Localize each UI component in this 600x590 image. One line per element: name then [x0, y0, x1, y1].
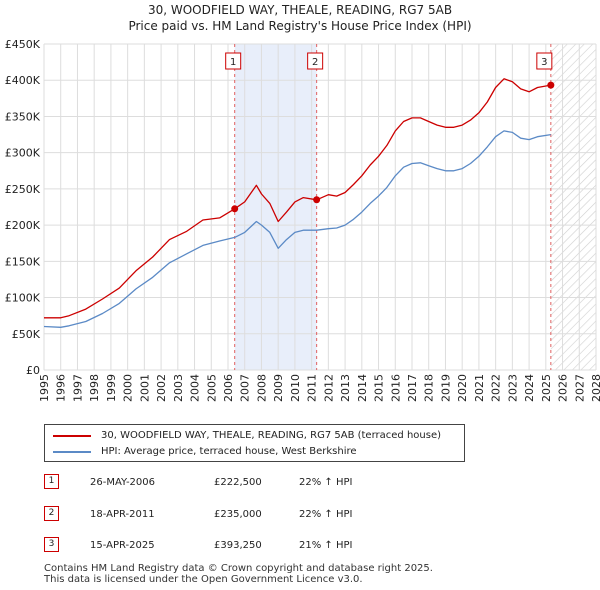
y-tick-label: £200K — [5, 219, 41, 232]
x-tick-label: 2015 — [373, 374, 386, 402]
x-tick-label: 2007 — [239, 374, 252, 402]
legend-label-hpi: HPI: Average price, terraced house, West… — [101, 446, 357, 457]
x-tick-label: 2008 — [255, 374, 268, 402]
x-tick-label: 2022 — [490, 374, 503, 402]
sale-number: 3 — [44, 537, 59, 552]
x-tick-label: 2002 — [155, 374, 168, 402]
x-tick-label: 2018 — [423, 374, 436, 402]
x-tick-label: 1997 — [71, 374, 84, 402]
x-tick-label: 2024 — [523, 374, 536, 402]
chart-subtitle: Price paid vs. HM Land Registry's House … — [128, 19, 472, 33]
sale-2-label: 2 — [312, 57, 318, 68]
x-tick-label: 2023 — [506, 374, 519, 402]
x-tick-label: 2003 — [172, 374, 185, 402]
y-tick-label: £300K — [5, 147, 41, 160]
chart-title: 30, WOODFIELD WAY, THEALE, READING, RG7 … — [147, 3, 453, 17]
x-tick-label: 1998 — [88, 374, 101, 402]
y-tick-label: £250K — [5, 183, 41, 196]
sale-price: £222,500 — [214, 477, 262, 488]
sale-hpi-change: 22% ↑ HPI — [299, 477, 353, 488]
footer-licence: This data is licensed under the Open Gov… — [44, 574, 363, 585]
x-tick-label: 2006 — [222, 374, 235, 402]
sale-2-point — [313, 196, 321, 204]
sale-1-label: 1 — [230, 57, 236, 68]
sale-hpi-change: 21% ↑ HPI — [299, 540, 353, 551]
sale-date: 26-MAY-2006 — [90, 477, 156, 488]
y-tick-label: £50K — [12, 328, 41, 341]
sale-hpi-change: 22% ↑ HPI — [299, 509, 353, 520]
legend-line-hpi — [53, 451, 91, 453]
x-tick-label: 2014 — [356, 374, 369, 402]
x-tick-label: 2012 — [322, 374, 335, 402]
sale-3-box — [536, 52, 553, 70]
y-tick-label: £150K — [5, 255, 41, 268]
y-tick-label: £100K — [5, 292, 41, 305]
x-tick-label: 2026 — [557, 374, 570, 402]
x-tick-label: 2001 — [138, 374, 151, 402]
plot-background — [44, 44, 596, 370]
footer-copyright: Contains HM Land Registry data © Crown c… — [44, 563, 433, 574]
legend-line-property — [53, 435, 91, 437]
sale-date: 15-APR-2025 — [90, 540, 155, 551]
y-tick-label: £400K — [5, 74, 41, 87]
sale-3-label: 3 — [541, 57, 547, 68]
y-tick-label: £450K — [5, 38, 41, 51]
legend: 30, WOODFIELD WAY, THEALE, READING, RG7 … — [44, 424, 465, 462]
x-tick-label: 2016 — [389, 374, 402, 402]
y-tick-label: £350K — [5, 110, 41, 123]
x-tick-label: 2010 — [289, 374, 302, 402]
projection-hatch — [550, 44, 596, 370]
shaded-period — [234, 44, 317, 370]
x-tick-label: 2017 — [406, 374, 419, 402]
sale-1-point — [231, 205, 239, 213]
hpi-line — [43, 130, 551, 328]
x-tick-label: 2011 — [306, 374, 319, 402]
x-tick-label: 2021 — [473, 374, 486, 402]
sale-date: 18-APR-2011 — [90, 509, 155, 520]
x-tick-label: 2009 — [272, 374, 285, 402]
price-chart: 1 2 3 £0 £50K £100K £150K £200K £250K £300K £350K… — [5, 38, 600, 402]
x-tick-label: 2025 — [540, 374, 553, 402]
x-tick-label: 2027 — [573, 374, 586, 402]
sale-number: 1 — [44, 474, 59, 489]
x-tick-label: 2013 — [339, 374, 352, 402]
sale-price: £393,250 — [214, 540, 262, 551]
x-tick-label: 2019 — [439, 374, 452, 402]
legend-label-property: 30, WOODFIELD WAY, THEALE, READING, RG7 … — [101, 430, 441, 441]
sale-price: £235,000 — [214, 509, 262, 520]
sale-2-box — [307, 52, 324, 70]
x-tick-label: 2005 — [205, 374, 218, 402]
x-tick-label: 1996 — [55, 374, 68, 402]
x-tick-label: 2020 — [456, 374, 469, 402]
sale-number: 2 — [44, 506, 59, 521]
x-tick-label: 2000 — [122, 374, 135, 402]
sale-1-box — [225, 52, 242, 70]
x-tick-label: 2004 — [189, 374, 202, 402]
y-tick-label: £0 — [26, 364, 40, 377]
property-price-line — [44, 78, 551, 319]
x-tick-label: 1999 — [105, 374, 118, 402]
x-tick-label: 2028 — [590, 374, 600, 402]
x-tick-label: 1995 — [38, 374, 51, 402]
sale-3-point — [547, 81, 555, 89]
